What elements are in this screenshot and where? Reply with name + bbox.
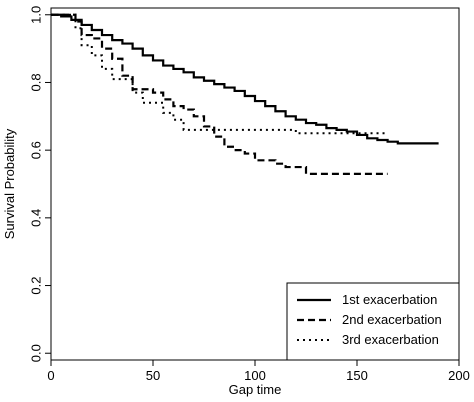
series-3rd-exacerbation: [51, 13, 388, 135]
y-tick-label: 0.4: [28, 209, 43, 227]
legend-label-3rd: 3rd exacerbation: [342, 332, 439, 347]
series-1st-exacerbation: [51, 13, 439, 145]
x-tick-label: 50: [146, 368, 160, 383]
y-tick-label: 0.2: [28, 276, 43, 294]
y-tick-label: 0.6: [28, 141, 43, 159]
legend-label-1st: 1st exacerbation: [342, 292, 437, 307]
x-tick-label: 150: [346, 368, 368, 383]
x-axis: 0 50 100 150 200: [47, 360, 470, 383]
y-axis-label: Survival Probability: [2, 128, 17, 239]
y-tick-label: 0.8: [28, 73, 43, 91]
x-axis-label: Gap time: [229, 382, 282, 397]
x-tick-label: 200: [448, 368, 470, 383]
series-layer: [51, 13, 439, 175]
legend-label-2nd: 2nd exacerbation: [342, 312, 442, 327]
legend-box: [286, 282, 460, 361]
x-tick-label: 0: [47, 368, 54, 383]
y-axis: 0.0 0.2 0.4 0.6 0.8 1.0: [28, 6, 51, 362]
series-2nd-exacerbation: [51, 13, 388, 175]
y-tick-label: 1.0: [28, 6, 43, 24]
legend: 1st exacerbation 2nd exacerbation 3rd ex…: [286, 282, 460, 361]
y-tick-label: 0.0: [28, 344, 43, 362]
x-tick-label: 100: [244, 368, 266, 383]
